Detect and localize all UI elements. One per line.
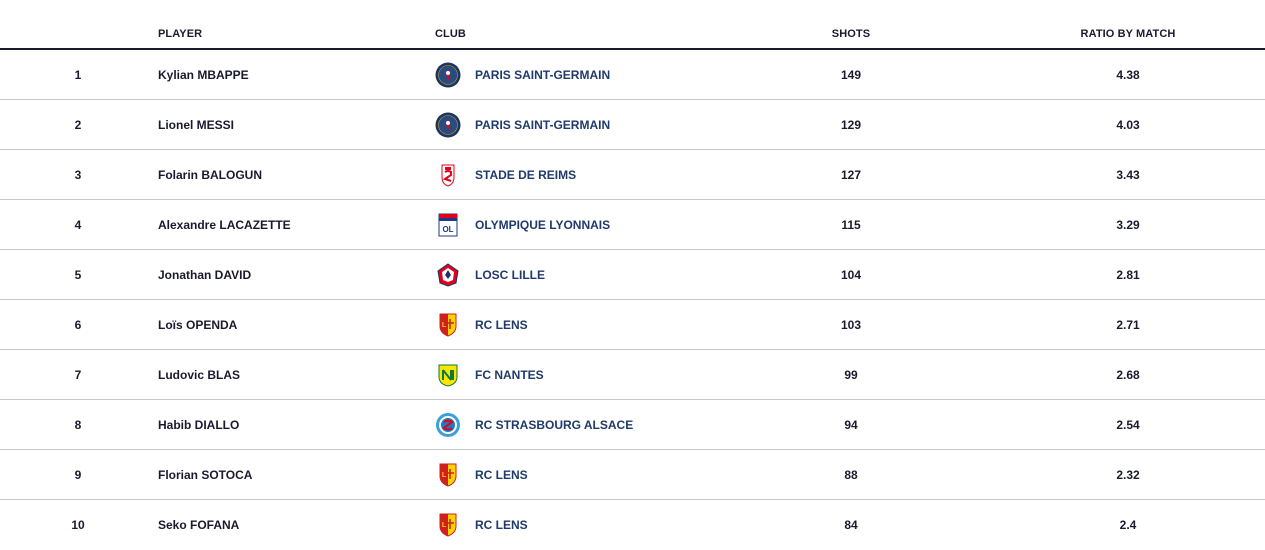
table-row[interactable]: 10 Seko FOFANA L RC LENS 84 2.4 (0, 500, 1265, 550)
ratio-cell: 2.81 (1116, 268, 1140, 282)
rank-cell: 4 (74, 218, 82, 232)
ratio-cell: 4.38 (1116, 68, 1140, 82)
club-name-link[interactable]: PARIS SAINT-GERMAIN (475, 118, 611, 132)
shots-cell: 129 (840, 118, 862, 132)
ratio-cell: 4.03 (1116, 118, 1140, 132)
rank-cell: 8 (74, 418, 82, 432)
shots-cell: 127 (840, 168, 862, 182)
player-name-link[interactable]: Habib DIALLO (158, 418, 240, 432)
shots-cell: 99 (844, 368, 858, 382)
club-name-link[interactable]: FC NANTES (475, 368, 544, 382)
table-row[interactable]: 3 Folarin BALOGUN STADE DE REIMS 127 3.43 (0, 150, 1265, 200)
player-name-link[interactable]: Lionel MESSI (158, 118, 235, 132)
psg-crest-icon[interactable] (435, 112, 461, 138)
rank-cell: 5 (74, 268, 82, 282)
rank-cell: 10 (71, 518, 85, 532)
ratio-cell: 2.68 (1116, 368, 1140, 382)
svg-text:L: L (442, 322, 447, 329)
rank-cell: 2 (74, 118, 82, 132)
rank-cell: 6 (74, 318, 82, 332)
svg-text:L: L (442, 522, 447, 529)
lyon-crest-icon[interactable]: OL (435, 212, 461, 238)
lille-crest-icon[interactable] (435, 262, 461, 288)
player-name-link[interactable]: Loïs OPENDA (158, 318, 238, 332)
table-row[interactable]: 7 Ludovic BLAS FC NANTES 99 2.68 (0, 350, 1265, 400)
strasbourg-crest-icon[interactable] (435, 412, 461, 438)
ratio-cell: 2.32 (1116, 468, 1140, 482)
rank-cell: 7 (74, 368, 82, 382)
club-name-link[interactable]: RC LENS (475, 518, 528, 532)
player-name-link[interactable]: Jonathan DAVID (158, 268, 252, 282)
player-name-link[interactable]: Ludovic BLAS (158, 368, 241, 382)
table-row[interactable]: 9 Florian SOTOCA L RC LENS 88 2.32 (0, 450, 1265, 500)
table-header: PLAYER CLUB SHOTS RATIO BY MATCH (0, 0, 1265, 50)
player-name-link[interactable]: Florian SOTOCA (158, 468, 253, 482)
lens-crest-icon[interactable]: L (435, 512, 461, 538)
column-header-shots[interactable]: SHOTS (831, 28, 871, 40)
rank-cell: 1 (74, 68, 82, 82)
table-row[interactable]: 4 Alexandre LACAZETTE OL OLYMPIQUE LYONNAIS… (0, 200, 1265, 250)
ratio-cell: 2.54 (1116, 418, 1140, 432)
shots-cell: 104 (840, 268, 862, 282)
player-name-link[interactable]: Seko FOFANA (158, 518, 240, 532)
player-name-link[interactable]: Kylian MBAPPE (158, 68, 249, 82)
table-row[interactable]: 6 Loïs OPENDA L RC LENS 103 2.71 (0, 300, 1265, 350)
svg-text:OL: OL (442, 225, 453, 234)
lens-crest-icon[interactable]: L (435, 462, 461, 488)
club-name-link[interactable]: RC LENS (475, 468, 528, 482)
club-name-link[interactable]: STADE DE REIMS (475, 168, 577, 182)
ratio-cell: 2.71 (1116, 318, 1140, 332)
shots-cell: 149 (840, 68, 862, 82)
shots-cell: 115 (841, 218, 861, 232)
table-row[interactable]: 8 Habib DIALLO RC STRASBOURG ALSACE 94 2.54 (0, 400, 1265, 450)
rank-cell: 3 (74, 168, 82, 182)
shots-cell: 103 (840, 318, 862, 332)
psg-crest-icon[interactable] (435, 62, 461, 88)
nantes-crest-icon[interactable] (435, 362, 461, 388)
club-name-link[interactable]: PARIS SAINT-GERMAIN (475, 68, 611, 82)
column-header-player[interactable]: PLAYER (158, 28, 203, 40)
shots-cell: 84 (844, 518, 858, 532)
shots-cell: 94 (844, 418, 858, 432)
club-name-link[interactable]: RC LENS (475, 318, 528, 332)
club-name-link[interactable]: RC STRASBOURG ALSACE (475, 418, 634, 432)
table-row[interactable]: 5 Jonathan DAVID LOSC LILLE 104 2.81 (0, 250, 1265, 300)
ratio-cell: 2.4 (1119, 518, 1137, 532)
rank-cell: 9 (74, 468, 82, 482)
reims-crest-icon[interactable] (435, 162, 461, 188)
ratio-cell: 3.29 (1116, 218, 1140, 232)
club-name-link[interactable]: LOSC LILLE (475, 268, 545, 282)
table-row[interactable]: 1 Kylian MBAPPE PARIS SAINT-GERMAIN 149 4.38 (0, 50, 1265, 100)
ratio-cell: 3.43 (1116, 168, 1140, 182)
player-name-link[interactable]: Folarin BALOGUN (158, 168, 262, 182)
column-header-ratio[interactable]: RATIO BY MATCH (1080, 28, 1176, 40)
shots-cell: 88 (844, 468, 858, 482)
lens-crest-icon[interactable]: L (435, 312, 461, 338)
table-body: 1 Kylian MBAPPE PARIS SAINT-GERMAIN 149 4.38… (0, 50, 1265, 550)
player-name-link[interactable]: Alexandre LACAZETTE (158, 218, 291, 232)
club-name-link[interactable]: OLYMPIQUE LYONNAIS (475, 218, 611, 232)
svg-text:L: L (442, 472, 447, 479)
column-header-club[interactable]: CLUB (435, 28, 466, 40)
table-row[interactable]: 2 Lionel MESSI PARIS SAINT-GERMAIN 129 4.03 (0, 100, 1265, 150)
